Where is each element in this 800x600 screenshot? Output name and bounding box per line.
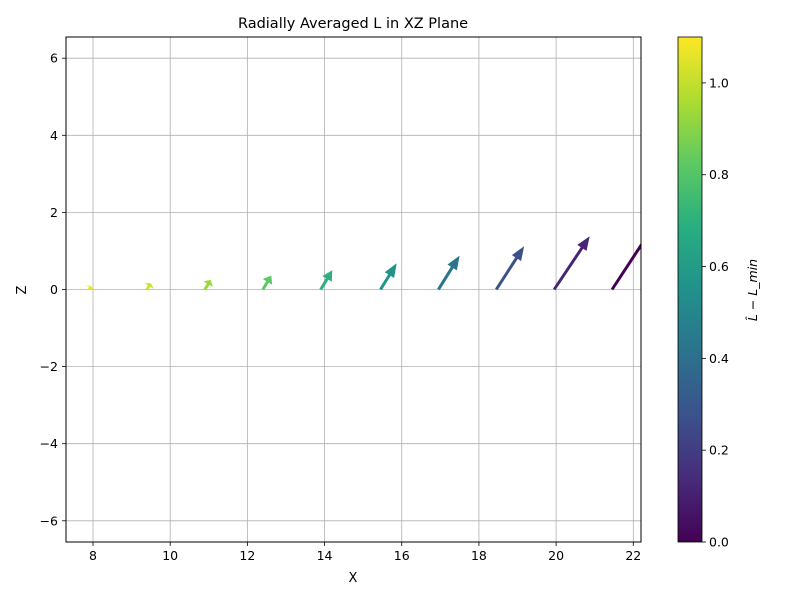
quiver-arrow [85,284,95,291]
quiver-arrow [203,279,213,291]
quiver-arrow [610,242,641,291]
quiver-arrow [261,275,273,291]
quiver-arrow [552,236,590,291]
colorbar-ticks: 0.0 0.2 0.4 0.6 0.8 1.0 [702,75,729,550]
y-tick-label: 0 [50,282,58,297]
x-tick-label: 18 [471,548,487,563]
grid-lines [66,37,641,542]
vector-field [85,236,641,291]
colorbar-tick-label: 0.8 [709,167,729,182]
colorbar-tick-label: 0.4 [709,351,729,366]
quiver-arrow [495,246,525,291]
y-tick-label: −2 [40,359,58,374]
y-tick-label: 6 [50,51,58,66]
y-tick-label: −4 [40,436,58,451]
y-axis-ticks: 6 4 2 0 −2 −4 −6 [40,51,66,528]
quiver-arrow [437,255,460,291]
y-tick-label: 4 [50,128,58,143]
x-axis-ticks: 8 10 12 14 16 18 20 22 [89,542,641,563]
quiver-arrow [379,263,397,291]
colorbar-tick-label: 0.0 [709,535,729,550]
x-tick-label: 20 [548,548,564,563]
x-tick-label: 8 [89,548,97,563]
colorbar [677,36,703,543]
quiver-arrow [319,270,333,291]
x-axis-label: X [349,571,358,586]
colorbar-label: L̂ − L_min [745,259,760,321]
chart-title: Radially Averaged L in XZ Plane [238,16,468,32]
colorbar-tick-label: 0.2 [709,443,729,458]
x-tick-label: 14 [317,548,333,563]
x-tick-label: 16 [394,548,410,563]
x-tick-label: 12 [239,548,255,563]
colorbar-tick-label: 1.0 [709,75,729,90]
x-tick-label: 10 [162,548,178,563]
colorbar-tick-label: 0.6 [709,259,729,274]
y-tick-label: −6 [40,513,58,528]
y-tick-label: 2 [50,205,58,220]
y-axis-label: Z [15,285,30,294]
quiver-arrow [144,283,154,291]
x-tick-label: 22 [625,548,641,563]
